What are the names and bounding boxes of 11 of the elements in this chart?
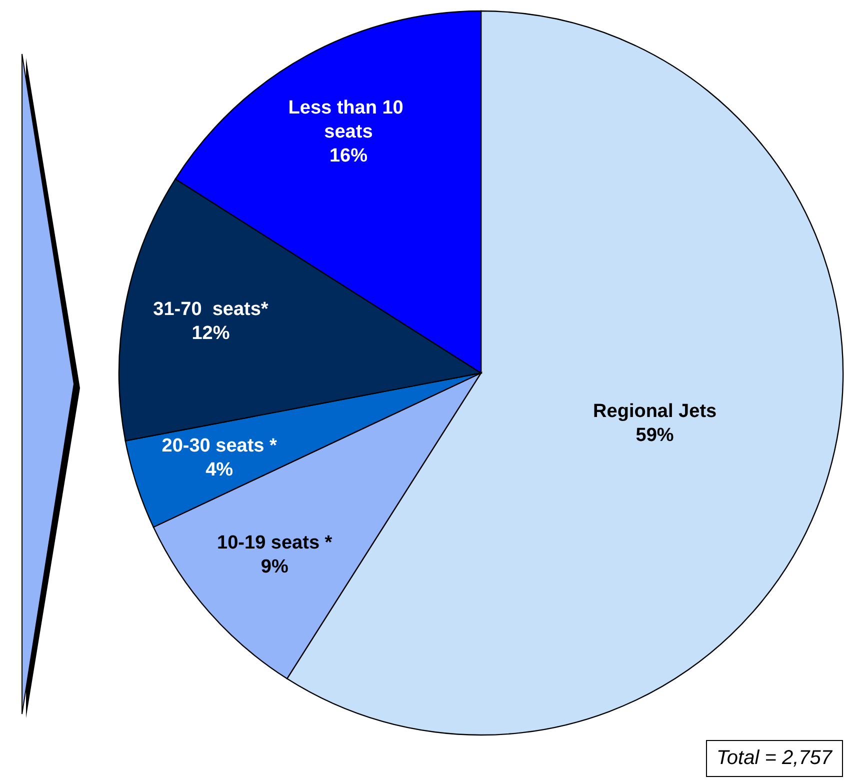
slice-label: 20-30 seats *	[162, 436, 278, 457]
data-label: 9%	[260, 556, 288, 578]
slice-label: 10-19 seats *	[217, 532, 333, 554]
slice-label: Regional Jets	[593, 400, 717, 422]
slice-label: Less than 10 seats	[288, 97, 409, 142]
data-label: 59%	[636, 424, 674, 446]
data-label: 12%	[192, 322, 230, 344]
data-label: 16%	[329, 145, 368, 166]
data-label: 4%	[206, 460, 234, 481]
slice-label: 31-70 seats*	[153, 298, 269, 320]
text: Total = 2,757	[706, 740, 843, 777]
